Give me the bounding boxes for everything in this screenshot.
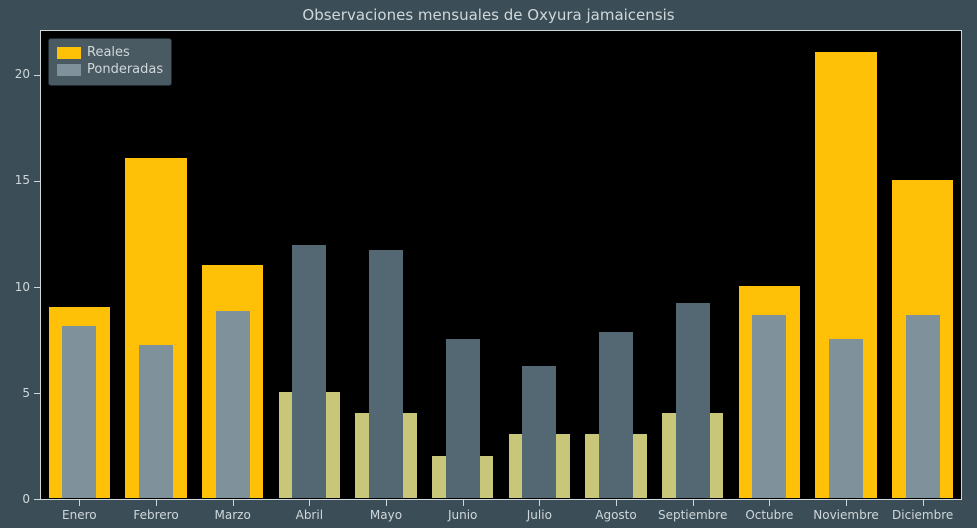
legend: RealesPonderadas bbox=[48, 38, 172, 86]
xtick-label: Diciembre bbox=[878, 508, 968, 522]
legend-swatch bbox=[57, 47, 81, 59]
xtick-mark bbox=[79, 500, 80, 506]
bar-ponderadas bbox=[139, 345, 173, 498]
xtick-mark bbox=[309, 500, 310, 506]
bar-ponderadas bbox=[62, 326, 96, 498]
xtick-mark bbox=[156, 500, 157, 506]
bar-ponderadas bbox=[752, 315, 786, 498]
bar-ponderadas bbox=[369, 250, 403, 498]
xtick-mark bbox=[923, 500, 924, 506]
bar-ponderadas bbox=[446, 339, 480, 498]
xtick-mark bbox=[693, 500, 694, 506]
bar-ponderadas bbox=[216, 311, 250, 498]
ytick-mark bbox=[34, 75, 40, 76]
xtick-mark bbox=[463, 500, 464, 506]
plot-area bbox=[40, 30, 962, 500]
ytick-label: 10 bbox=[0, 280, 30, 294]
legend-swatch bbox=[57, 64, 81, 76]
legend-item: Reales bbox=[57, 45, 163, 62]
ytick-label: 15 bbox=[0, 173, 30, 187]
ytick-label: 5 bbox=[0, 386, 30, 400]
bar-ponderadas bbox=[292, 245, 326, 498]
xtick-mark bbox=[386, 500, 387, 506]
bar-ponderadas bbox=[829, 339, 863, 498]
bar-ponderadas bbox=[522, 366, 556, 498]
ytick-mark bbox=[34, 287, 40, 288]
legend-label: Reales bbox=[87, 45, 130, 62]
ytick-mark bbox=[34, 499, 40, 500]
chart-title: Observaciones mensuales de Oxyura jamaic… bbox=[0, 6, 977, 24]
ytick-mark bbox=[34, 393, 40, 394]
ytick-label: 0 bbox=[0, 492, 30, 506]
xtick-mark bbox=[846, 500, 847, 506]
xtick-mark bbox=[539, 500, 540, 506]
xtick-mark bbox=[616, 500, 617, 506]
bar-ponderadas bbox=[599, 332, 633, 498]
xtick-mark bbox=[233, 500, 234, 506]
legend-item: Ponderadas bbox=[57, 62, 163, 79]
bar-ponderadas bbox=[676, 303, 710, 498]
figure: Observaciones mensuales de Oxyura jamaic… bbox=[0, 0, 977, 528]
legend-label: Ponderadas bbox=[87, 62, 163, 79]
ytick-label: 20 bbox=[0, 67, 30, 81]
bar-ponderadas bbox=[906, 315, 940, 498]
ytick-mark bbox=[34, 181, 40, 182]
xtick-mark bbox=[769, 500, 770, 506]
